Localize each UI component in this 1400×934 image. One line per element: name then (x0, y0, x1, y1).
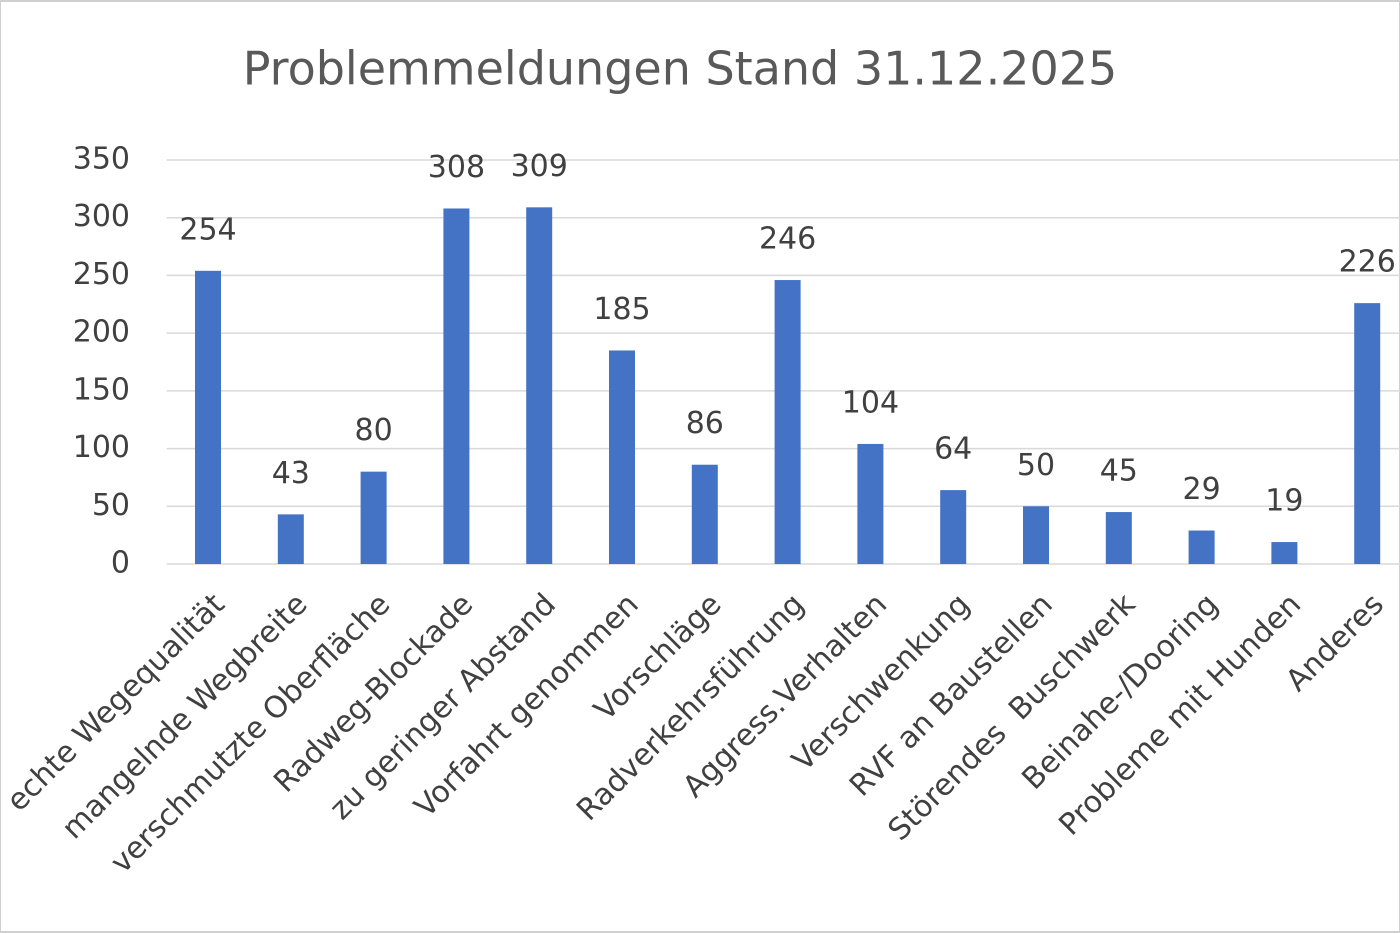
value-label: 45 (1100, 454, 1138, 489)
y-tick-label: 150 (73, 372, 130, 407)
value-label: 50 (1017, 448, 1055, 483)
y-tick-label: 100 (73, 430, 130, 465)
value-label: 43 (272, 456, 310, 491)
y-tick-label: 350 (73, 142, 130, 177)
value-label: 104 (842, 385, 899, 420)
value-label: 254 (179, 212, 236, 247)
bar (526, 207, 553, 564)
bar (774, 280, 801, 564)
value-label: 308 (428, 150, 485, 185)
bar (1105, 512, 1132, 564)
bar (195, 270, 221, 564)
value-label: 80 (355, 413, 393, 448)
bar (1354, 303, 1381, 564)
bar (443, 208, 470, 565)
value-label: 185 (593, 292, 650, 327)
y-tick-label: 250 (73, 257, 130, 292)
bar (857, 443, 884, 564)
y-tick-label: 50 (92, 488, 130, 523)
value-label: 226 (1339, 245, 1396, 280)
value-label: 64 (934, 432, 972, 467)
value-label: 86 (686, 406, 724, 441)
value-label: 19 (1265, 484, 1303, 519)
y-tick-label: 200 (73, 315, 130, 350)
bar (1023, 506, 1049, 564)
y-tick-label: 300 (73, 199, 130, 234)
bar (277, 514, 304, 564)
value-label: 246 (759, 222, 816, 257)
bar (691, 464, 718, 564)
bar (609, 350, 635, 564)
chart-title: Problemmeldungen Stand 31.12.2025 (243, 42, 1118, 96)
bar (940, 490, 967, 564)
value-label: 29 (1183, 472, 1221, 507)
y-tick-label: 0 (111, 546, 130, 581)
bar (360, 471, 387, 564)
bar (1188, 530, 1215, 564)
value-label: 309 (511, 149, 568, 184)
bar (1271, 542, 1298, 564)
